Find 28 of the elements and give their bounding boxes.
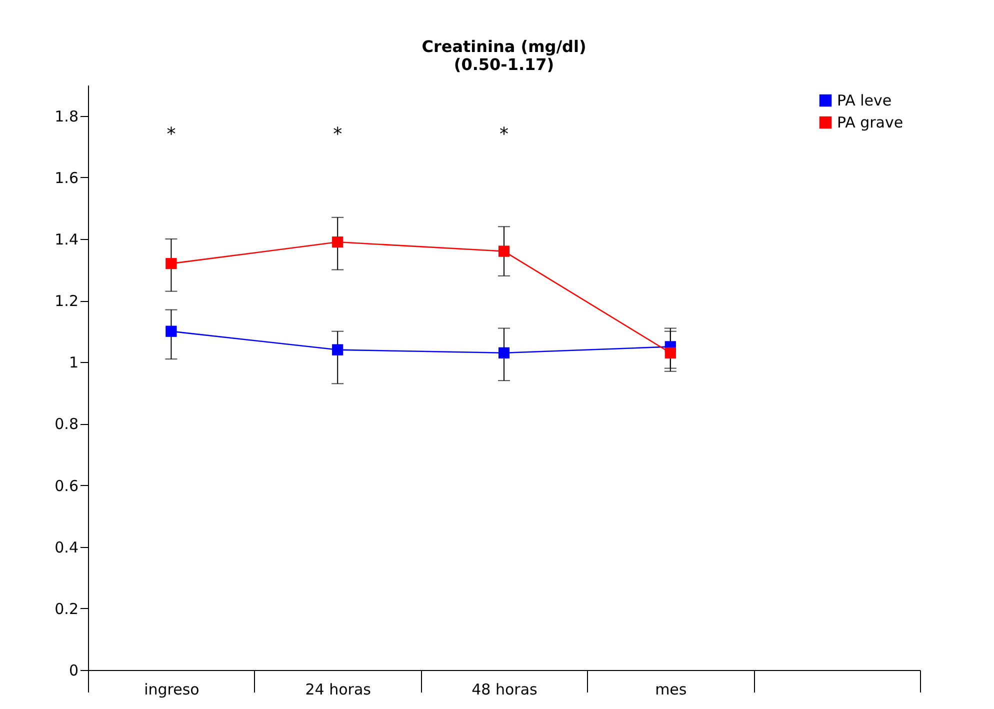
y-tick-label: 1.6	[54, 168, 78, 187]
y-tick-label: 0.4	[54, 538, 78, 556]
x-tick-label: ingreso	[144, 680, 200, 698]
legend-label: PA leve	[837, 92, 892, 110]
text: Creatinina (mg/dl)	[422, 37, 586, 56]
text: (0.50-1.17)	[454, 55, 554, 74]
point	[498, 347, 510, 358]
point	[166, 326, 177, 337]
point	[498, 246, 510, 257]
y-tick-label: 1	[68, 354, 78, 372]
legend-label: PA grave	[837, 114, 904, 132]
y-tick-label: 1.8	[54, 107, 78, 126]
point	[332, 236, 344, 248]
point	[332, 344, 344, 356]
point	[664, 347, 676, 358]
y-tick-label: 0.8	[54, 415, 78, 434]
x-tick-label: 24 horas	[305, 680, 372, 698]
x-tick-label: mes	[655, 680, 687, 698]
y-tick-label: 0	[68, 662, 78, 680]
y-tick-label: 0.6	[54, 476, 78, 495]
x-tick-label: 48 horas	[472, 680, 538, 698]
y-tick-label: 1.4	[54, 230, 78, 248]
y-tick-label: 1.2	[54, 292, 78, 310]
y-tick-label: 0.2	[54, 600, 78, 618]
point	[166, 258, 177, 270]
annotation: *	[166, 124, 176, 145]
annotation: *	[333, 124, 342, 145]
annotation: *	[500, 124, 508, 145]
